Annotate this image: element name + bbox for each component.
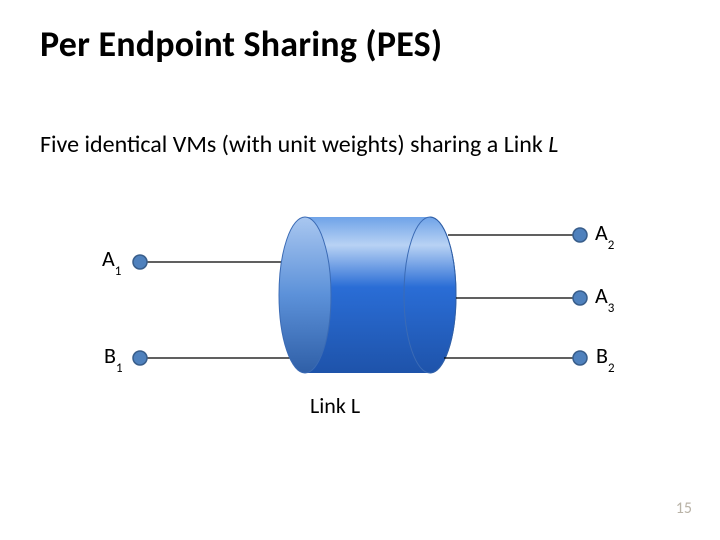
dot-a2 [573,228,587,242]
dot-a1 [133,255,147,269]
subtitle-italic: L [548,130,558,159]
slide-title: Per Endpoint Sharing (PES) [40,22,442,66]
label-b2: B2 [596,345,615,371]
cylinder-left-cap [279,217,331,373]
cylinder-right-highlight [430,217,456,373]
subtitle-text: Five identical VMs (with unit weights) s… [40,130,548,159]
link-label: Link L [310,392,360,419]
slide-number: 15 [676,499,692,518]
label-a2: A2 [595,222,614,248]
dot-b1 [133,351,147,365]
cylinder-right-cap [404,217,456,373]
label-a1: A1 [102,248,121,274]
dot-b2 [573,351,587,365]
dot-a3 [573,291,587,305]
cylinder-body [305,217,430,373]
label-b1: B1 [104,345,123,371]
label-a3: A3 [595,285,614,311]
slide-subtitle: Five identical VMs (with unit weights) s… [40,130,558,159]
